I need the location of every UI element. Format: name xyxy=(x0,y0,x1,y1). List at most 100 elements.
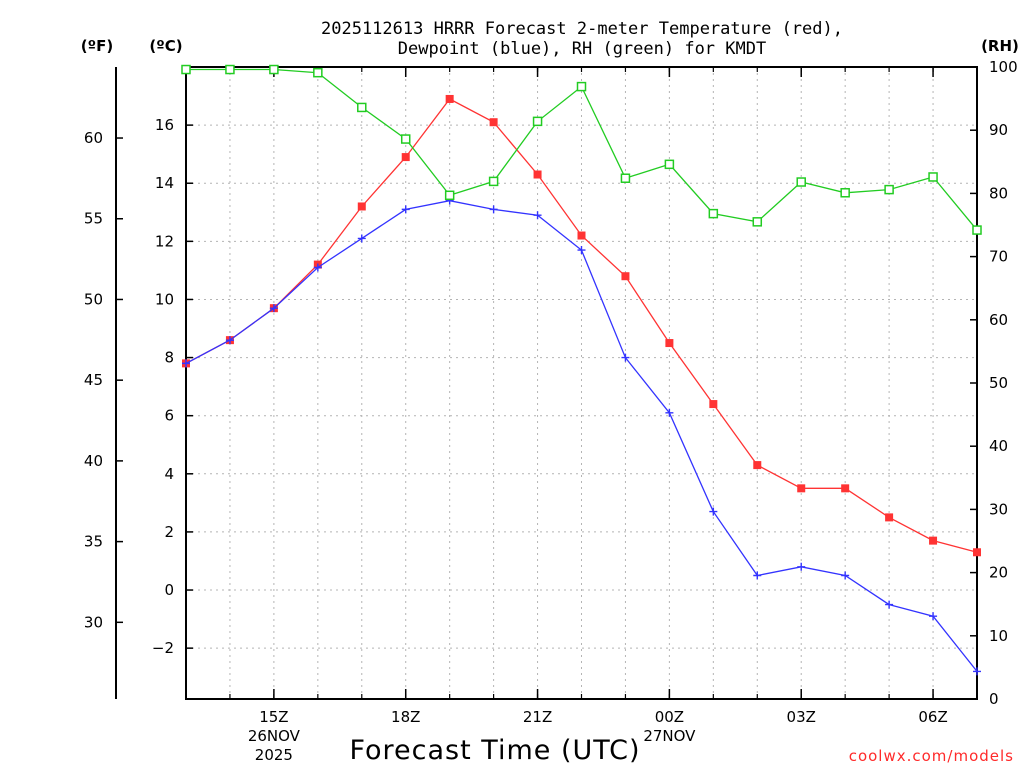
celsius-tick-label: 10 xyxy=(155,290,174,308)
rh-point xyxy=(532,116,543,127)
dewpoint-point xyxy=(577,246,586,255)
rh-tick-label: 10 xyxy=(989,627,1008,645)
x-tick-label: 27NOV xyxy=(643,727,696,745)
dewpoint-point xyxy=(489,205,498,214)
x-tick-label: 18Z xyxy=(391,708,420,726)
fahrenheit-tick-label: 55 xyxy=(84,210,103,228)
celsius-tick-label: 6 xyxy=(164,407,174,425)
rh-point xyxy=(928,172,938,182)
dewpoint-point xyxy=(401,205,410,214)
rh-tick-label: 40 xyxy=(989,437,1008,455)
temperature-point xyxy=(709,400,718,409)
series-dewpoint xyxy=(182,196,981,676)
dewpoint-point xyxy=(841,571,850,580)
temperature-point xyxy=(577,231,586,240)
dewpoint-point xyxy=(885,600,894,609)
rh-point xyxy=(972,225,982,235)
grid-lines xyxy=(186,67,977,699)
rh-point xyxy=(400,134,411,144)
rh-tick-label: 50 xyxy=(989,374,1008,392)
x-tick-label: 00Z xyxy=(655,708,684,726)
fahrenheit-tick-label: 35 xyxy=(84,533,103,551)
fahrenheit-tick-label: 45 xyxy=(84,371,103,389)
fahrenheit-tick-label: 50 xyxy=(84,290,103,308)
x-tick-label: 03Z xyxy=(787,708,816,726)
rh-tick-label: 80 xyxy=(989,184,1008,202)
dewpoint-point xyxy=(225,336,234,345)
rh-point xyxy=(796,177,806,187)
rh-point xyxy=(884,184,894,195)
temperature-point xyxy=(489,118,498,127)
celsius-tick-label: 16 xyxy=(155,116,174,134)
temperature-point xyxy=(621,272,630,281)
rh-point xyxy=(708,208,719,219)
fahrenheit-tick-label: 30 xyxy=(84,613,103,631)
temperature-point xyxy=(357,202,366,211)
rh-point xyxy=(269,64,279,75)
dewpoint-point xyxy=(357,234,366,243)
temperature-point xyxy=(533,170,542,179)
fahrenheit-tick-label: 40 xyxy=(84,452,103,470)
temperature-point xyxy=(929,536,938,545)
chart-title-line2: Dewpoint (blue), RH (green) for KMDT xyxy=(398,39,766,59)
rh-tick-label: 90 xyxy=(989,121,1008,139)
celsius-tick-label: 8 xyxy=(164,349,174,367)
temperature-point xyxy=(797,484,806,493)
rh-point xyxy=(225,64,235,75)
rh-tick-label: 20 xyxy=(989,564,1008,582)
dewpoint-point xyxy=(269,304,278,313)
rh-point xyxy=(620,173,631,183)
x-tick-label: 15Z xyxy=(259,708,288,726)
rh-point xyxy=(313,67,323,78)
dewpoint-point xyxy=(665,408,674,417)
dewpoint-point xyxy=(621,353,630,362)
dewpoint-point xyxy=(533,211,542,220)
rh-point xyxy=(181,64,191,75)
x-tick-label: 21Z xyxy=(523,708,552,726)
fahrenheit-tick-label: 60 xyxy=(84,129,103,147)
axes: −2 0 2 4 6 8 10 12 14 16 30 35 40 45 50 55 60 0 10 20 30 40 50… xyxy=(84,58,1018,764)
series-layer xyxy=(181,64,982,676)
rh-point xyxy=(752,217,763,227)
dewpoint-point xyxy=(753,571,762,580)
celsius-tick-label: 12 xyxy=(155,232,174,250)
dewpoint-point xyxy=(797,562,806,571)
rh-tick-label: 60 xyxy=(989,311,1008,329)
x-tick-label: 2025 xyxy=(255,746,293,764)
rh-point xyxy=(444,190,455,201)
dewpoint-point xyxy=(182,359,190,368)
unit-label-fahrenheit: (ºF) xyxy=(81,37,113,55)
temperature-point xyxy=(445,94,454,103)
dewpoint-point xyxy=(313,263,322,272)
x-tick-label: 26NOV xyxy=(248,727,301,745)
temperature-point xyxy=(885,513,894,522)
credit-text: coolwx.com/models xyxy=(849,747,1014,765)
rh-point xyxy=(664,159,675,170)
x-axis-label: Forecast Time (UTC) xyxy=(349,735,640,766)
rh-point xyxy=(840,188,850,198)
celsius-tick-label: 0 xyxy=(164,581,174,599)
plot-frame xyxy=(185,66,978,700)
temperature-point xyxy=(665,339,674,348)
chart-title-line1: 2025112613 HRRR Forecast 2-meter Tempera… xyxy=(321,19,843,39)
dewpoint-point xyxy=(929,612,938,621)
rh-tick-label: 0 xyxy=(989,690,999,708)
dewpoint-point xyxy=(973,667,981,676)
temperature-point xyxy=(753,461,762,470)
celsius-tick-label: −2 xyxy=(152,639,174,657)
temperature-point xyxy=(841,484,850,493)
rh-tick-label: 100 xyxy=(989,58,1018,76)
rh-tick-label: 30 xyxy=(989,500,1008,518)
rh-point xyxy=(576,81,587,92)
rh-tick-label: 70 xyxy=(989,248,1008,266)
celsius-tick-label: 14 xyxy=(155,174,174,192)
temperature-point xyxy=(973,548,981,557)
dewpoint-point xyxy=(709,507,718,516)
unit-label-celsius: (ºC) xyxy=(149,37,182,55)
temperature-point xyxy=(401,153,410,162)
unit-label-rh: (RH) xyxy=(981,37,1019,55)
series-rh xyxy=(181,64,982,235)
x-tick-label: 06Z xyxy=(918,708,947,726)
celsius-tick-label: 4 xyxy=(164,465,174,483)
